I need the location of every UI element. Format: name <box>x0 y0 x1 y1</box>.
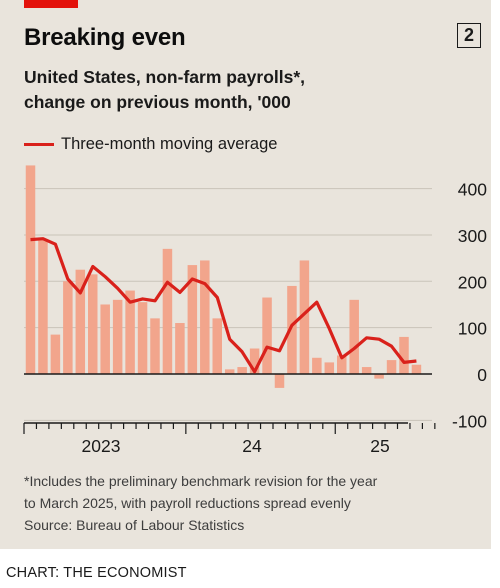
y-tick-label: 300 <box>458 226 487 246</box>
payroll-bar <box>125 290 135 374</box>
payroll-bar <box>262 297 272 374</box>
payroll-bar <box>374 374 384 379</box>
x-tick-label: 25 <box>370 436 389 456</box>
payroll-bar <box>212 318 222 374</box>
payroll-bar <box>50 334 61 374</box>
legend-line-swatch <box>24 142 54 146</box>
payroll-bar <box>361 367 372 374</box>
chart-subtitle: United States, non-farm payrolls*, chang… <box>24 65 305 115</box>
y-tick-label: -100 <box>452 411 487 431</box>
chart-title: Breaking even <box>24 24 186 51</box>
payroll-bar <box>88 274 98 374</box>
red-accent-tab <box>24 0 78 8</box>
y-tick-label: 400 <box>458 180 487 200</box>
payroll-bar <box>324 362 335 374</box>
payroll-bar <box>337 355 347 374</box>
subtitle-line-2: change on previous month, '000 <box>24 92 291 112</box>
payroll-bar <box>162 248 173 374</box>
payroll-bar <box>100 304 110 374</box>
payroll-bar <box>299 260 310 374</box>
y-tick-label: 200 <box>458 272 487 292</box>
moving-average-line <box>30 237 417 374</box>
payrolls-chart: 400 300 200 100 0 -100 2023 24 25 <box>23 165 487 456</box>
footnote: *Includes the preliminary benchmark revi… <box>24 470 377 536</box>
payroll-bar <box>200 260 210 374</box>
payroll-bar <box>137 302 148 374</box>
payroll-bar <box>287 285 297 374</box>
chart-credit: CHART: THE ECONOMIST <box>6 565 187 581</box>
footnote-line-1: *Includes the preliminary benchmark revi… <box>24 473 378 489</box>
payroll-bar <box>112 299 123 374</box>
payroll-bar <box>411 364 422 374</box>
footnote-line-2: to March 2025, with payroll reductions s… <box>24 495 351 511</box>
y-tick-label: 0 <box>477 365 487 385</box>
legend-label: Three-month moving average <box>61 134 278 153</box>
payroll-bar <box>75 269 86 374</box>
payroll-bar <box>237 367 247 374</box>
source-line: Source: Bureau of Labour Statistics <box>24 517 245 533</box>
subtitle-line-1: United States, non-farm payrolls*, <box>24 67 306 87</box>
payroll-bar <box>249 348 260 374</box>
payroll-bar <box>150 318 160 374</box>
payroll-bar <box>399 336 409 374</box>
x-tick-label: 2023 <box>82 436 121 456</box>
payroll-bar <box>63 281 73 374</box>
legend: Three-month moving average <box>24 134 277 154</box>
x-tick-label: 24 <box>242 436 262 456</box>
y-tick-label: 100 <box>458 319 487 339</box>
payroll-bar <box>187 265 198 374</box>
payroll-bar <box>25 165 36 374</box>
payroll-bar <box>349 299 359 374</box>
chart-number-badge: 2 <box>457 23 481 48</box>
payroll-bar <box>386 360 397 374</box>
payroll-bar <box>38 239 48 374</box>
payroll-bar <box>175 323 185 374</box>
payroll-bar <box>274 374 285 388</box>
payroll-bar <box>312 357 322 374</box>
payroll-bar <box>224 369 235 374</box>
